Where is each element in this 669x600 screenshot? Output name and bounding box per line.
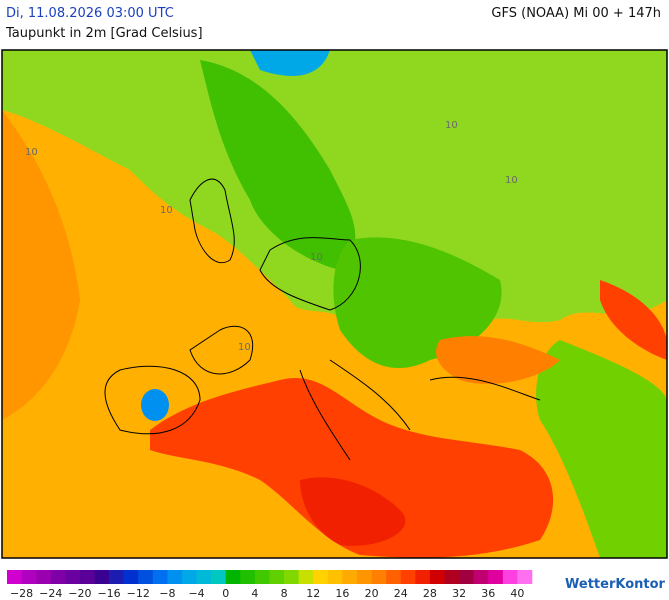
scale-label: −12: [127, 587, 150, 600]
scale-swatch: [152, 570, 168, 584]
scale-swatch: [429, 570, 445, 584]
scale-swatch: [313, 570, 329, 584]
scale-label: 8: [281, 587, 288, 600]
scale-swatch: [167, 570, 183, 584]
scale-swatch: [196, 570, 212, 584]
scale-swatch: [254, 570, 270, 584]
scale-swatch: [240, 570, 256, 584]
scale-swatch: [211, 570, 227, 584]
scale-swatch: [400, 570, 416, 584]
scale-swatch: [269, 570, 285, 584]
scale-label: −16: [97, 587, 120, 600]
scale-swatch: [502, 570, 518, 584]
scale-label: 20: [365, 587, 379, 600]
scale-swatch: [138, 570, 154, 584]
green-scandinavia: [200, 60, 356, 270]
green-central: [333, 237, 502, 369]
scale-swatch: [473, 570, 489, 584]
scale-label: 12: [306, 587, 320, 600]
scale-swatch: [182, 570, 197, 584]
blue-north: [250, 50, 330, 76]
scale-swatch: [79, 570, 95, 584]
contour-label: 10: [238, 342, 251, 353]
variable: Taupunkt in 2m [Grad Celsius]: [6, 26, 203, 41]
scale-swatch: [459, 570, 474, 584]
scale-label: 4: [251, 587, 258, 600]
scale-swatch: [225, 570, 241, 584]
red-mediterranean: [150, 378, 554, 558]
scale-swatch: [50, 570, 66, 584]
scale-swatch: [488, 570, 504, 584]
scale-swatch: [357, 570, 372, 584]
scale-label: 0: [222, 587, 229, 600]
scale-label: 28: [423, 587, 437, 600]
color-scale: −28 −24 −20 −16 −12 −8 −4 0 4 8 12 16 20 24 28 32 36 40: [7, 570, 533, 600]
scale-label: −8: [159, 587, 175, 600]
scale-label: 40: [510, 587, 524, 600]
scale-swatch: [109, 570, 124, 584]
scale-swatch: [123, 570, 139, 584]
darkred-mediterranean: [300, 477, 406, 546]
scale-swatch: [415, 570, 431, 584]
scale-label: 16: [335, 587, 349, 600]
scale-swatch: [444, 570, 460, 584]
scale-swatch: [517, 570, 533, 584]
scale-swatch: [21, 570, 37, 584]
model-run: GFS (NOAA) Mi 00 + 147h: [491, 6, 661, 21]
scale-swatch: [327, 570, 343, 584]
scale-label: −28: [10, 587, 33, 600]
orange-atlantic: [2, 110, 80, 420]
scale-label: −24: [39, 587, 62, 600]
coastlines: [104, 178, 541, 461]
map-frame: [1, 49, 668, 559]
scale-swatch: [65, 570, 81, 584]
scale-label: 32: [452, 587, 466, 600]
red-caspian: [600, 280, 667, 360]
scale-label: −4: [188, 587, 204, 600]
datetime: Di, 11.08.2026 03:00 UTC: [6, 6, 174, 21]
orange-blacksea: [436, 336, 560, 384]
scale-swatch: [342, 570, 358, 584]
scale-swatch: [36, 570, 52, 584]
scale-swatch: [94, 570, 110, 584]
scale-swatch: [386, 570, 402, 584]
scale-label: 24: [394, 587, 408, 600]
contour-label: 10: [25, 147, 38, 158]
scale-label: −20: [68, 587, 91, 600]
scale-swatch: [284, 570, 299, 584]
green-east: [536, 340, 667, 558]
contour-label: 10: [445, 120, 458, 131]
scale-swatch: [371, 570, 387, 584]
contour-label: 10: [160, 205, 173, 216]
scale-swatch: [7, 570, 22, 584]
contour-label: 10: [310, 252, 323, 263]
contour-label: 10: [505, 175, 518, 186]
logo: WetterKontor: [565, 577, 666, 592]
blue-iberia: [141, 389, 169, 421]
scale-swatch: [298, 570, 314, 584]
scale-label: 36: [481, 587, 495, 600]
